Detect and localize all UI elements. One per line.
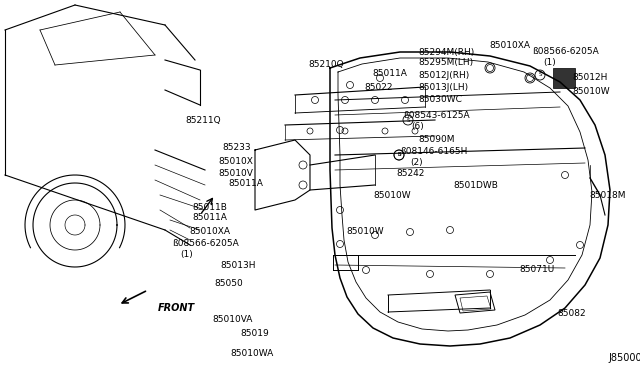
Text: ß08566-6205A: ß08566-6205A <box>172 240 239 248</box>
Text: 85010WA: 85010WA <box>230 350 273 359</box>
Text: S: S <box>406 118 410 122</box>
Text: (2): (2) <box>410 157 422 167</box>
Text: 85010W: 85010W <box>346 228 383 237</box>
Polygon shape <box>553 68 575 88</box>
Text: 85090M: 85090M <box>418 135 454 144</box>
Text: 8501DWB: 8501DWB <box>453 180 498 189</box>
Text: 85012J(RH): 85012J(RH) <box>418 71 469 80</box>
Text: 85022: 85022 <box>364 83 392 92</box>
Text: 85294M(RH): 85294M(RH) <box>418 48 474 57</box>
Text: 85010W: 85010W <box>373 192 411 201</box>
Text: 85018M: 85018M <box>589 192 625 201</box>
Text: (1): (1) <box>543 58 556 67</box>
Text: 85019: 85019 <box>240 328 269 337</box>
Text: 85010VA: 85010VA <box>212 314 252 324</box>
Text: 85012H: 85012H <box>572 73 607 81</box>
Text: S: S <box>538 73 541 77</box>
Text: 85295M(LH): 85295M(LH) <box>418 58 473 67</box>
Text: 85210Q: 85210Q <box>308 61 344 70</box>
Text: 85011A: 85011A <box>228 179 263 187</box>
Text: 85010W: 85010W <box>572 87 610 96</box>
Text: FRONT: FRONT <box>158 303 195 313</box>
Text: 85013H: 85013H <box>220 262 255 270</box>
Text: 85013J(LH): 85013J(LH) <box>418 83 468 92</box>
Text: 85011A: 85011A <box>192 214 227 222</box>
Text: 85211Q: 85211Q <box>185 115 221 125</box>
Text: ß08566-6205A: ß08566-6205A <box>532 48 599 57</box>
Text: 85010V: 85010V <box>218 170 253 179</box>
Text: 85010X: 85010X <box>218 157 253 167</box>
Text: 85010XA: 85010XA <box>189 228 230 237</box>
Text: 85233: 85233 <box>222 144 251 153</box>
Text: B: B <box>397 153 401 157</box>
Text: 85050: 85050 <box>214 279 243 289</box>
Text: 85010XA: 85010XA <box>489 42 530 51</box>
Text: S: S <box>397 153 401 157</box>
Text: ß08146-6165H: ß08146-6165H <box>400 147 467 155</box>
Text: 85242: 85242 <box>396 170 424 179</box>
Text: 85082: 85082 <box>557 308 586 317</box>
Text: J8500025: J8500025 <box>608 353 640 363</box>
Text: (1): (1) <box>180 250 193 260</box>
Text: 85030WC: 85030WC <box>418 96 462 105</box>
Text: 85011A: 85011A <box>372 70 407 78</box>
Text: 85071U: 85071U <box>519 266 554 275</box>
Text: ß08543-6125A: ß08543-6125A <box>403 110 470 119</box>
Text: (6): (6) <box>411 122 424 131</box>
Text: 85011B: 85011B <box>192 203 227 212</box>
